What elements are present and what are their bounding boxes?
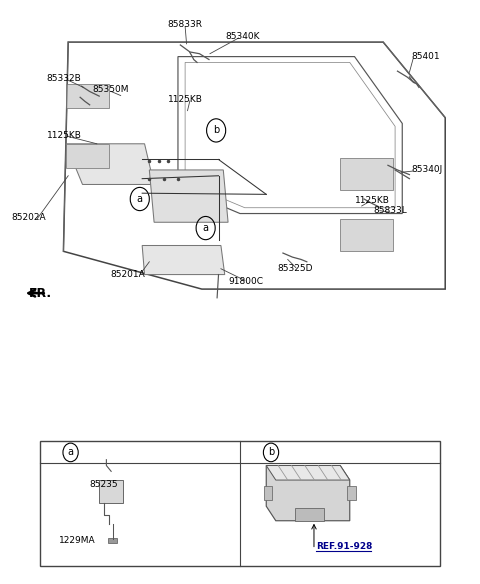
Text: 91800C: 91800C [228,277,264,286]
Text: 85202A: 85202A [11,213,46,222]
Text: 85201A: 85201A [110,270,145,279]
Bar [264,486,273,500]
Polygon shape [66,84,109,109]
Text: 1125KB: 1125KB [47,131,82,140]
Text: a: a [137,194,143,204]
Polygon shape [66,144,154,185]
Text: 85325D: 85325D [277,264,313,273]
Text: REF.91-928: REF.91-928 [316,542,373,551]
Text: 1125KB: 1125KB [168,95,204,103]
Text: b: b [213,126,219,135]
Polygon shape [149,170,228,223]
Text: 1229MA: 1229MA [59,536,96,545]
Polygon shape [340,158,393,190]
Text: 85833R: 85833R [168,20,203,29]
Text: 85340K: 85340K [226,32,260,41]
Polygon shape [266,465,350,521]
Text: 85350M: 85350M [92,85,129,94]
Bar [348,486,356,500]
Polygon shape [66,144,109,168]
Polygon shape [99,480,123,503]
Polygon shape [142,245,225,274]
Text: 85833L: 85833L [373,206,408,215]
Text: FR.: FR. [29,287,52,300]
Text: 85235: 85235 [90,481,118,489]
Text: 85340J: 85340J [412,165,443,175]
Text: 85401: 85401 [412,52,441,61]
Text: a: a [68,447,73,457]
Bar [295,508,324,521]
Text: a: a [203,223,209,233]
Bar [108,538,117,543]
Polygon shape [266,465,350,480]
Text: b: b [268,447,274,457]
Polygon shape [340,220,393,251]
Text: 85332B: 85332B [47,74,82,82]
Bar [39,442,441,566]
Text: 1125KB: 1125KB [355,196,389,204]
